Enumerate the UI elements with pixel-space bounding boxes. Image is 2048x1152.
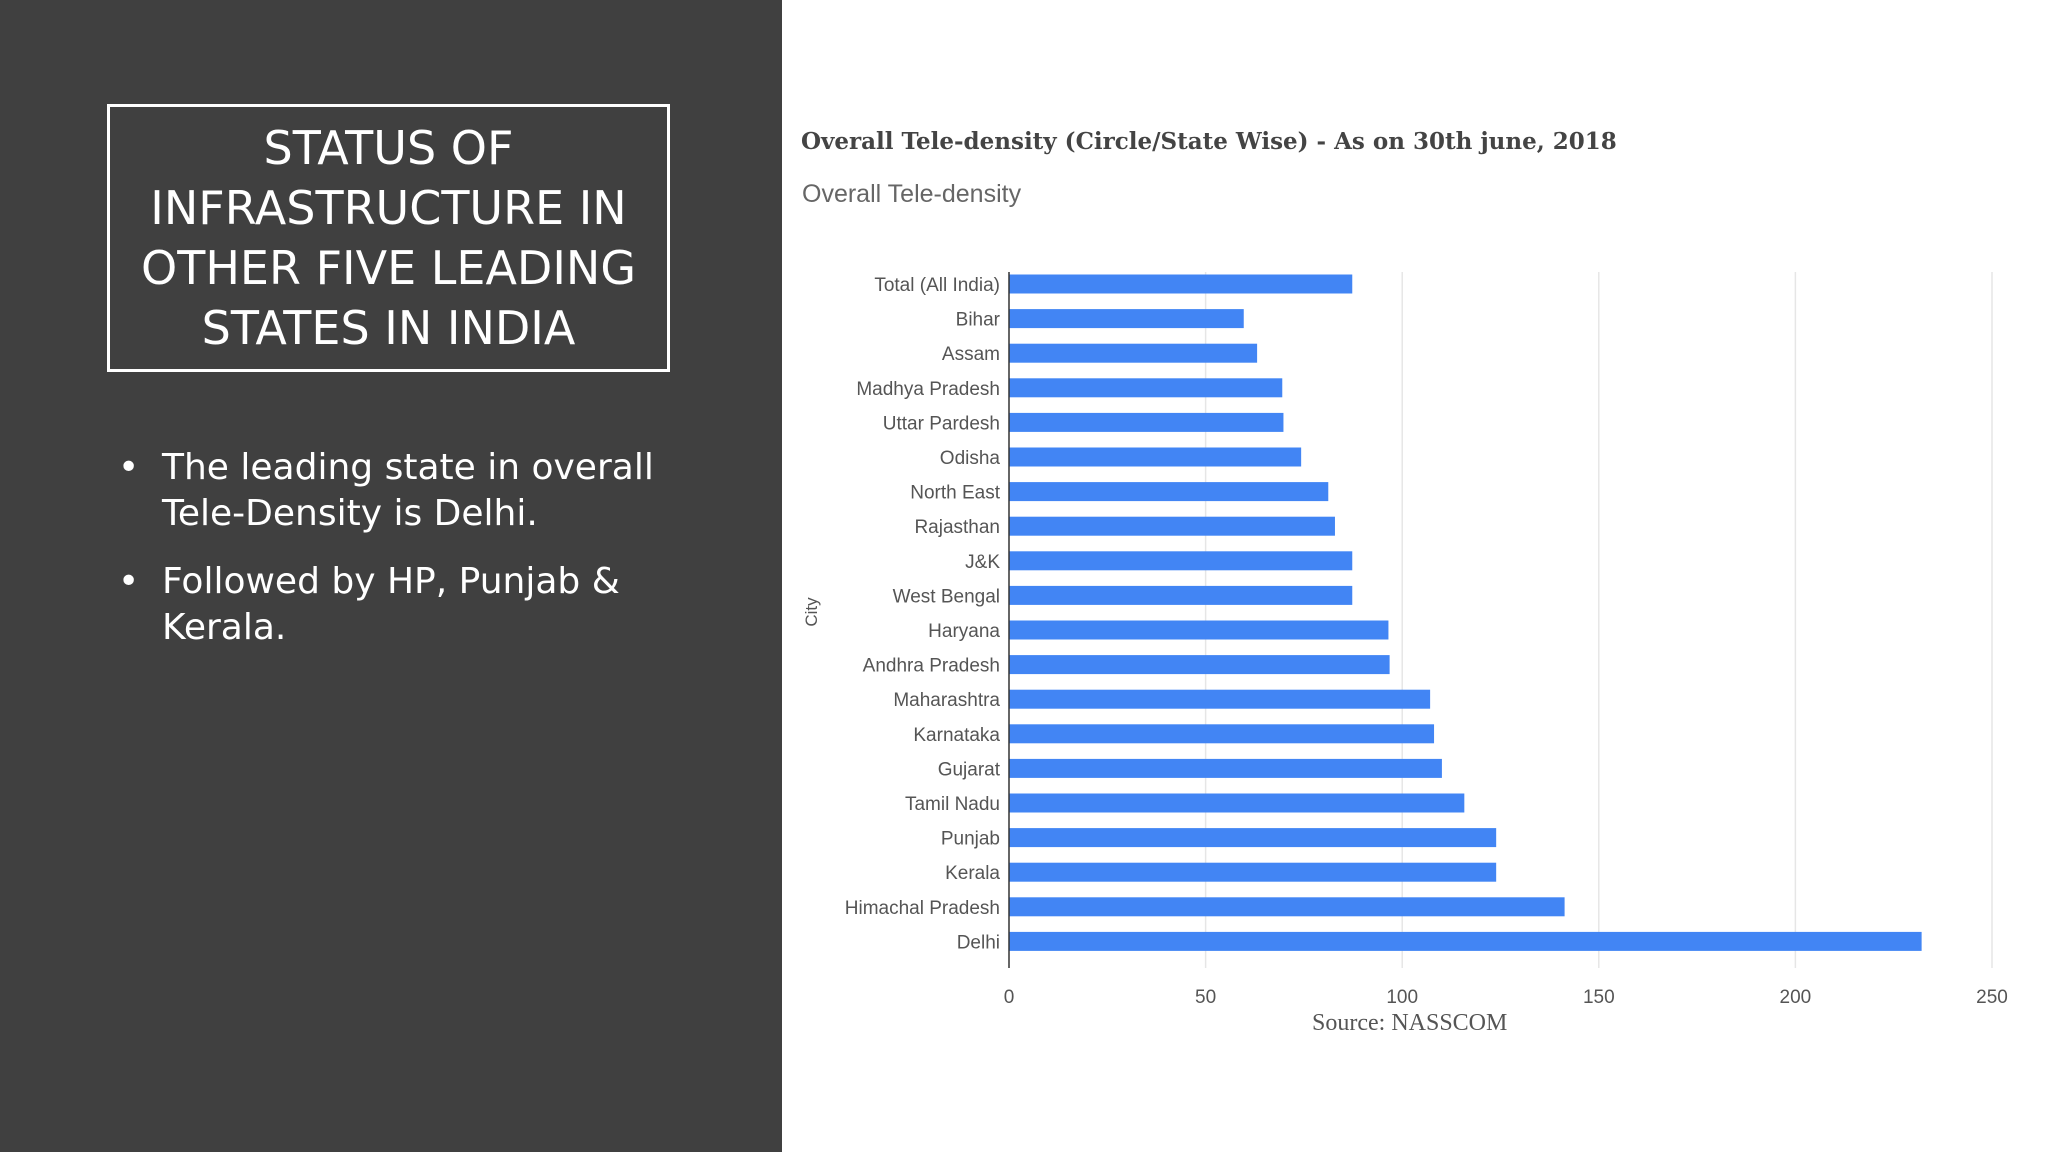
bar (1009, 931, 1922, 951)
category-label: Bihar (956, 310, 1001, 331)
bar (1009, 516, 1335, 536)
category-label: Madhya Pradesh (856, 379, 1000, 400)
bar (1009, 689, 1431, 709)
bar (1009, 482, 1329, 502)
bar (1009, 793, 1465, 813)
category-label: Karnataka (913, 725, 1000, 746)
bar-chart: 0 50 100 150 200 250 Total (All India) Bihar Ass… (802, 272, 2008, 1008)
bar (1009, 378, 1283, 398)
bar (1009, 758, 1442, 778)
bullet-marker: • (118, 447, 140, 488)
x-tick-label: 50 (1195, 987, 1216, 1008)
category-label: Assam (942, 344, 1000, 365)
bar (1009, 551, 1353, 571)
category-label: Odisha (940, 448, 1001, 469)
category-label: Andhra Pradesh (863, 656, 1000, 677)
bar (1009, 412, 1284, 432)
category-label: West Bengal (893, 586, 1000, 607)
y-axis-title: City (802, 597, 821, 627)
bar (1009, 343, 1258, 363)
chart-title: Overall Tele-density (802, 180, 1022, 208)
bar (1009, 862, 1497, 882)
bullet-marker: • (118, 561, 140, 602)
x-tick-label: 0 (1004, 987, 1015, 1008)
x-tick-label: 150 (1583, 987, 1615, 1008)
category-label: Kerala (945, 863, 1000, 884)
chart-area: Overall Tele-density (Circle/State Wise)… (782, 0, 2048, 1152)
x-tick-label: 100 (1386, 987, 1418, 1008)
bar (1009, 724, 1435, 744)
bar (1009, 620, 1389, 640)
bullet-text: The leading state in overall Tele-Densit… (162, 447, 654, 534)
bullet-item: • The leading state in overall Tele-Dens… (118, 445, 678, 537)
title-box: STATUS OF INFRASTRUCTURE IN OTHER FIVE L… (107, 104, 670, 372)
bullet-text: Followed by HP, Punjab & Kerala. (162, 561, 620, 648)
bar (1009, 274, 1353, 294)
category-label: Gujarat (938, 759, 1001, 780)
bullet-item: • Followed by HP, Punjab & Kerala. (118, 559, 678, 651)
left-panel: STATUS OF INFRASTRUCTURE IN OTHER FIVE L… (0, 0, 782, 1152)
x-tick-label: 250 (1976, 987, 2008, 1008)
category-label: Uttar Pardesh (883, 413, 1000, 434)
chart-heading: Overall Tele-density (Circle/State Wise)… (801, 128, 1617, 155)
bar (1009, 585, 1353, 605)
bar (1009, 309, 1244, 329)
bar (1009, 655, 1390, 675)
bar (1009, 897, 1565, 917)
category-label: Haryana (928, 621, 1000, 642)
category-label: North East (910, 483, 1000, 504)
category-label: J&K (965, 552, 1000, 573)
category-label: Maharashtra (893, 690, 1000, 711)
category-label: Himachal Pradesh (845, 898, 1000, 919)
slide-title: STATUS OF INFRASTRUCTURE IN OTHER FIVE L… (141, 121, 636, 355)
bar (1009, 828, 1497, 848)
bullet-list: • The leading state in overall Tele-Dens… (118, 445, 678, 673)
x-tick-label: 200 (1780, 987, 1812, 1008)
category-label: Total (All India) (874, 275, 1000, 296)
category-label: Rajasthan (914, 517, 1000, 538)
source-note: Source: NASSCOM (1312, 1010, 1508, 1036)
category-label: Tamil Nadu (905, 794, 1000, 815)
category-label: Punjab (941, 829, 1000, 850)
bar (1009, 447, 1302, 467)
category-label: Delhi (957, 932, 1000, 953)
